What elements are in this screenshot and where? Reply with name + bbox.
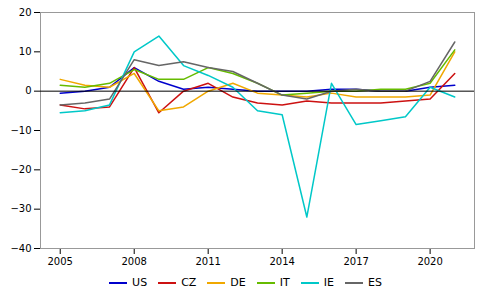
- svg-text:−10: −10: [10, 125, 31, 136]
- html-text:ES: ES: [368, 276, 382, 289]
- html-text:IT: IT: [279, 276, 290, 289]
- svg-text:−20: −20: [10, 164, 31, 175]
- svg-text:0: 0: [25, 85, 31, 96]
- svg-text:2008: 2008: [121, 256, 146, 267]
- svg-text:−40: −40: [10, 243, 31, 254]
- html-text:DE: DE: [230, 276, 246, 289]
- svg-text:10: 10: [19, 46, 32, 57]
- svg-text:2017: 2017: [343, 256, 368, 267]
- svg-text:2005: 2005: [48, 256, 73, 267]
- svg-text:−30: −30: [10, 203, 31, 214]
- html-text:IE: IE: [323, 276, 334, 289]
- svg-text:20: 20: [19, 7, 32, 18]
- html-text:US: US: [132, 276, 148, 289]
- svg-text:2011: 2011: [195, 256, 220, 267]
- html-text:CZ: CZ: [181, 276, 197, 289]
- svg-text:2020: 2020: [417, 256, 442, 267]
- svg-text:2014: 2014: [269, 256, 294, 267]
